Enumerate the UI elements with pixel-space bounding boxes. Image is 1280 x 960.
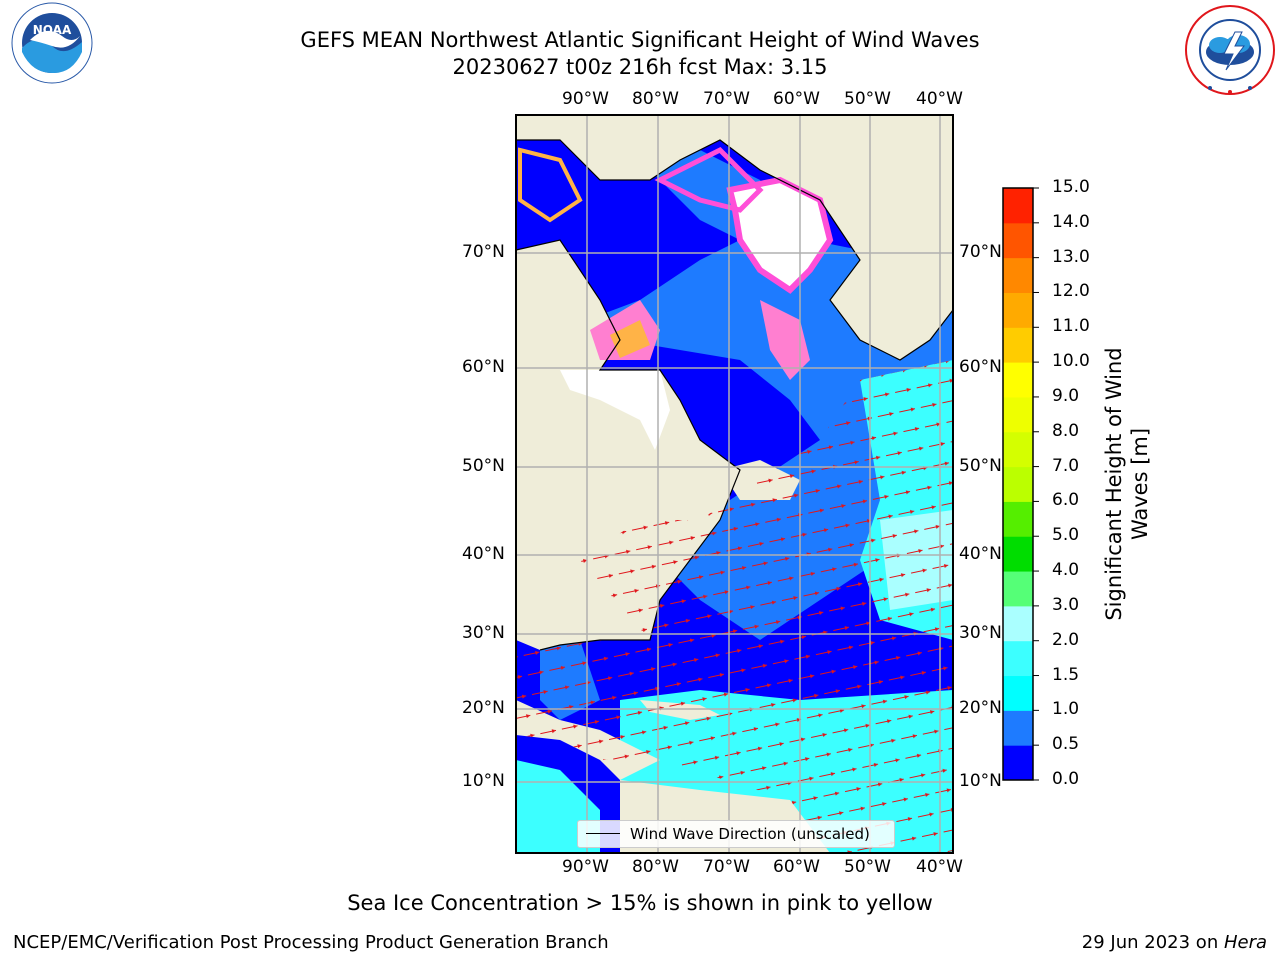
lon-label-bottom: 40°W bbox=[916, 857, 963, 877]
lat-label-right: 20°N bbox=[959, 698, 1002, 718]
colorbar-swatch bbox=[1003, 745, 1033, 781]
legend-label: Wind Wave Direction (unscaled) bbox=[630, 825, 870, 843]
noaa-logo-text: NOAA bbox=[33, 23, 72, 37]
colorbar-swatch bbox=[1003, 675, 1033, 711]
lat-label-right: 40°N bbox=[959, 544, 1002, 564]
colorbar-tick-label: 9.0 bbox=[1052, 385, 1080, 406]
lon-label-bottom: 90°W bbox=[562, 857, 609, 877]
colorbar-swatch bbox=[1003, 710, 1033, 746]
map-legend: Wind Wave Direction (unscaled) bbox=[577, 820, 895, 848]
colorbar-tick-label: 0.5 bbox=[1052, 734, 1080, 755]
lat-label-right: 70°N bbox=[959, 242, 1002, 262]
colorbar-swatch bbox=[1003, 396, 1033, 433]
colorbar-tick-label: 15.0 bbox=[1052, 177, 1090, 197]
lon-label-top: 70°W bbox=[703, 89, 750, 109]
lon-label-top: 90°W bbox=[562, 89, 609, 109]
nws-logo bbox=[1180, 2, 1280, 97]
colorbar-swatch bbox=[1003, 327, 1033, 363]
lat-label-left: 30°N bbox=[462, 623, 505, 643]
colorbar-tick-label: 2.0 bbox=[1052, 629, 1080, 650]
colorbar-swatch bbox=[1003, 292, 1033, 328]
legend-line-icon bbox=[586, 833, 620, 834]
lon-label-top: 40°W bbox=[916, 89, 963, 109]
map-frame bbox=[515, 114, 954, 854]
colorbar-swatch bbox=[1003, 188, 1033, 224]
colorbar-tick-label: 4.0 bbox=[1052, 560, 1080, 581]
lat-label-right: 60°N bbox=[959, 357, 1002, 377]
lat-label-right: 50°N bbox=[959, 456, 1002, 476]
lon-label-bottom: 60°W bbox=[773, 857, 820, 877]
wind-arrows bbox=[516, 360, 953, 853]
colorbar-swatch bbox=[1003, 466, 1033, 502]
noaa-logo: NOAA bbox=[2, 2, 102, 84]
colorbar-tick-label: 8.0 bbox=[1052, 420, 1080, 441]
lat-label-left: 40°N bbox=[462, 544, 505, 564]
lat-label-left: 50°N bbox=[462, 456, 505, 476]
colorbar-tick-label: 11.0 bbox=[1052, 316, 1090, 337]
colorbar bbox=[1003, 187, 1039, 781]
lat-label-left: 60°N bbox=[462, 357, 505, 377]
sea-ice-note: Sea Ice Concentration > 15% is shown in … bbox=[347, 891, 933, 915]
colorbar-swatch bbox=[1003, 257, 1033, 293]
colorbar-swatch bbox=[1003, 362, 1033, 398]
footer-branch: NCEP/EMC/Verification Post Processing Pr… bbox=[13, 932, 609, 953]
lat-label-right: 30°N bbox=[959, 623, 1002, 643]
lat-label-left: 20°N bbox=[462, 698, 505, 718]
lon-label-top: 50°W bbox=[844, 89, 891, 109]
colorbar-swatch bbox=[1003, 431, 1033, 468]
colorbar-swatch bbox=[1003, 605, 1033, 642]
lon-label-top: 60°W bbox=[773, 89, 820, 109]
lat-label-right: 10°N bbox=[959, 771, 1002, 791]
colorbar-tick-label: 0.0 bbox=[1052, 769, 1080, 789]
colorbar-tick-label: 5.0 bbox=[1052, 525, 1080, 546]
colorbar-tick-label: 1.5 bbox=[1052, 664, 1080, 685]
lon-label-bottom: 50°W bbox=[844, 857, 891, 877]
colorbar-tick-label: 13.0 bbox=[1052, 246, 1090, 267]
lon-label-bottom: 70°W bbox=[703, 857, 750, 877]
lat-label-left: 10°N bbox=[462, 771, 505, 791]
map-title: GEFS MEAN Northwest Atlantic Significant… bbox=[300, 28, 980, 52]
colorbar-tick-label: 3.0 bbox=[1052, 594, 1080, 615]
lon-label-top: 80°W bbox=[632, 89, 679, 109]
colorbar-swatch bbox=[1003, 222, 1033, 259]
colorbar-tick-label: 7.0 bbox=[1052, 455, 1080, 476]
colorbar-tick-label: 10.0 bbox=[1052, 351, 1090, 372]
graticule bbox=[516, 115, 953, 853]
colorbar-swatch bbox=[1003, 501, 1033, 537]
colorbar-tick-label: 14.0 bbox=[1052, 211, 1090, 232]
lon-label-bottom: 80°W bbox=[632, 857, 679, 877]
colorbar-frame bbox=[1002, 187, 1034, 781]
colorbar-swatch bbox=[1003, 640, 1033, 677]
land-greenland-arctic bbox=[516, 115, 953, 360]
lat-label-left: 70°N bbox=[462, 242, 505, 262]
colorbar-tick-label: 1.0 bbox=[1052, 699, 1080, 720]
map-subtitle: 20230627 t00z 216h fcst Max: 3.15 bbox=[452, 55, 828, 79]
colorbar-tick-label: 6.0 bbox=[1052, 490, 1080, 511]
colorbar-swatch bbox=[1003, 571, 1033, 607]
footer-date: 29 Jun 2023 on Hera bbox=[1081, 932, 1267, 953]
footer-host: Hera bbox=[1223, 932, 1267, 953]
colorbar-tick-label: 12.0 bbox=[1052, 281, 1090, 302]
colorbar-swatch bbox=[1003, 536, 1033, 572]
